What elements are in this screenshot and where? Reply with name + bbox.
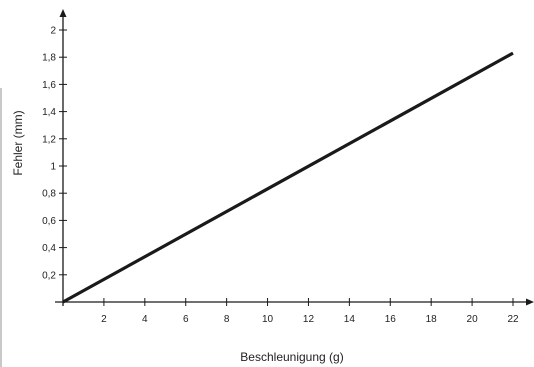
x-tick-label: 18	[426, 314, 438, 325]
y-tick-label: 2	[50, 26, 56, 37]
x-tick-label: 10	[262, 314, 274, 325]
y-tick-label: 1,4	[42, 107, 56, 118]
axes	[55, 9, 534, 306]
x-tick-label: 4	[142, 314, 148, 325]
x-tick-label: 12	[303, 314, 315, 325]
x-tick-label: 22	[507, 314, 519, 325]
x-tick-label: 6	[183, 314, 189, 325]
y-tick-label: 1,8	[42, 53, 56, 64]
x-tick-label: 2	[101, 314, 107, 325]
y-tick-label: 0,2	[42, 270, 56, 281]
y-tick-label: 1,2	[42, 134, 56, 145]
y-tick-label: 0,4	[42, 243, 56, 254]
x-tick-label: 8	[224, 314, 230, 325]
y-axis-title: Fehler (mm)	[11, 110, 25, 175]
y-axis-arrow	[60, 9, 67, 17]
y-tick-label: 1,6	[42, 80, 56, 91]
y-tick-label: 0,8	[42, 189, 56, 200]
x-tick-label: 16	[385, 314, 397, 325]
x-axis-title: Beschleunigung (g)	[240, 350, 343, 364]
y-tick-label: 0,6	[42, 216, 56, 227]
series-line	[63, 53, 513, 302]
series-layer	[63, 53, 513, 302]
x-tick-label: 20	[467, 314, 479, 325]
x-axis-arrow	[526, 299, 534, 306]
y-tick-label: 1	[50, 162, 56, 173]
x-tick-label: 14	[344, 314, 356, 325]
